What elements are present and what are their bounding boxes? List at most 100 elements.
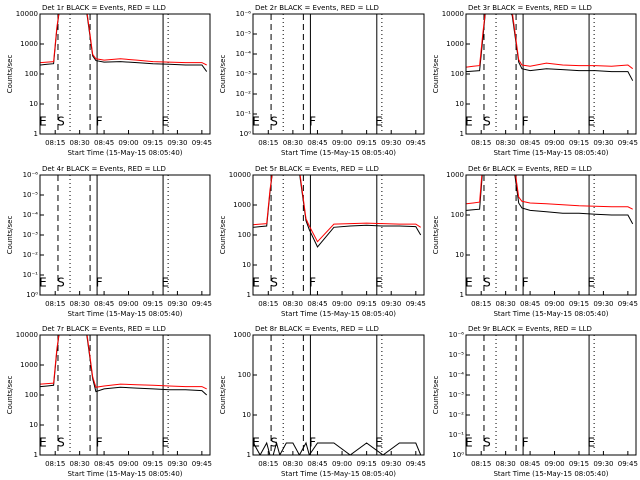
y-tick-label: 10⁻¹ [236,110,252,118]
x-tick-label: 09:45 [406,460,426,468]
y-tick-label: 100 [451,70,464,78]
plot-frame [39,334,211,456]
y-tick-label: 10⁻⁶ [449,331,465,339]
marker-label: F [522,276,529,290]
x-tick-label: 08:30 [496,460,516,468]
y-axis-label: Counts/sec [219,216,227,255]
x-tick-label: 09:00 [544,139,564,147]
marker-label: S [57,436,65,450]
plot-frame [39,13,211,135]
marker-label: E [587,115,595,129]
y-tick-label: 10 [242,261,251,269]
y-tick-label: 100 [25,70,38,78]
x-tick-label: 09:45 [406,139,426,147]
x-tick-label: 08:15 [258,139,278,147]
x-tick-label: 09:15 [569,300,589,308]
x-tick-label: 09:00 [544,460,564,468]
y-axis-label: Counts/sec [432,216,440,255]
y-tick-label: 1000 [233,331,251,339]
x-tick-label: 09:00 [118,460,138,468]
y-tick-label: 10⁻³ [449,391,465,399]
x-tick-label: 08:30 [496,300,516,308]
x-tick-label: 09:45 [192,460,212,468]
x-tick-label: 08:15 [258,460,278,468]
y-tick-label: 10⁻¹ [23,271,39,279]
marker-label: F [96,436,103,450]
x-tick-label: 09:15 [143,460,163,468]
x-tick-label: 09:15 [569,139,589,147]
x-tick-label: 08:45 [520,460,540,468]
y-tick-label: 1 [247,291,251,299]
x-axis-label: Start Time (15-May-15 08:05:40) [493,470,608,478]
x-axis-label: Start Time (15-May-15 08:05:40) [67,149,182,157]
x-tick-label: 09:30 [167,460,187,468]
marker-label: E [375,276,383,290]
y-axis-label: Counts/sec [6,216,14,255]
marker-label: S [270,436,278,450]
x-tick-label: 09:30 [381,300,401,308]
y-tick-label: 10000 [16,331,38,339]
x-tick-label: 08:15 [471,460,491,468]
x-tick-label: 08:45 [307,300,327,308]
panel: Det 4r BLACK = Events, RED = LLD Counts/s… [6,165,212,318]
x-axis-label: Start Time (15-May-15 08:05:40) [281,470,396,478]
marker-label: E [587,276,595,290]
y-tick-label: 10⁻⁴ [23,211,39,219]
x-axis-label: Start Time (15-May-15 08:05:40) [281,310,396,318]
x-tick-label: 08:30 [283,300,303,308]
y-tick-label: 100 [25,391,38,399]
y-tick-label: 10⁰ [26,291,38,299]
chart-title: Det 8r BLACK = Events, RED = LLD [255,325,379,333]
marker-label: E [161,436,169,450]
y-tick-label: 10⁻⁵ [449,351,465,359]
y-tick-label: 10000 [16,10,38,18]
x-tick-label: 08:15 [258,300,278,308]
x-tick-label: 08:15 [45,300,65,308]
y-tick-label: 10⁻² [449,411,465,419]
marker-label: S [270,276,278,290]
x-tick-label: 09:00 [332,139,352,147]
plot-frame [465,13,637,135]
chart-title: Det 7r BLACK = Events, RED = LLD [42,325,166,333]
x-tick-label: 09:00 [118,139,138,147]
panel: Det 6r BLACK = Events, RED = LLD Counts/s… [432,165,638,318]
y-axis-label: Counts/sec [432,376,440,415]
y-tick-label: 10⁰ [239,130,251,138]
marker-label: F [522,115,529,129]
y-tick-label: 10⁻¹ [449,431,465,439]
series-line [466,14,634,70]
marker-label: E [161,115,169,129]
x-tick-label: 08:30 [70,139,90,147]
panel: Det 7r BLACK = Events, RED = LLD Counts/s… [6,325,212,478]
x-tick-label: 09:15 [357,460,377,468]
marker-label: E [465,276,473,290]
x-tick-label: 09:45 [618,139,638,147]
y-axis-label: Counts/sec [6,376,14,415]
marker-label: S [57,115,65,129]
series-line [40,14,208,72]
plot-frame [252,334,425,456]
y-axis-label: Counts/sec [219,376,227,415]
y-tick-label: 1 [34,130,38,138]
x-tick-label: 09:30 [381,139,401,147]
series-line [466,175,633,210]
x-tick-label: 09:45 [618,460,638,468]
y-tick-label: 100 [238,231,251,239]
y-tick-label: 100 [451,211,464,219]
y-tick-label: 1000 [446,171,464,179]
chart-title: Det 5r BLACK = Events, RED = LLD [255,165,379,173]
x-tick-label: 09:30 [593,460,613,468]
x-tick-label: 09:30 [381,460,401,468]
series-line [466,175,634,225]
panel: Det 2r BLACK = Events, RED = LLD Counts/s… [219,4,426,157]
chart-title: Det 1r BLACK = Events, RED = LLD [42,4,166,12]
x-tick-label: 08:15 [45,139,65,147]
x-tick-label: 09:45 [192,300,212,308]
x-tick-label: 09:45 [192,139,212,147]
chart-title: Det 3r BLACK = Events, RED = LLD [468,4,592,12]
x-axis-label: Start Time (15-May-15 08:05:40) [281,149,396,157]
series-line [40,14,207,66]
y-tick-label: 10⁻³ [23,231,39,239]
marker-label: F [522,436,529,450]
